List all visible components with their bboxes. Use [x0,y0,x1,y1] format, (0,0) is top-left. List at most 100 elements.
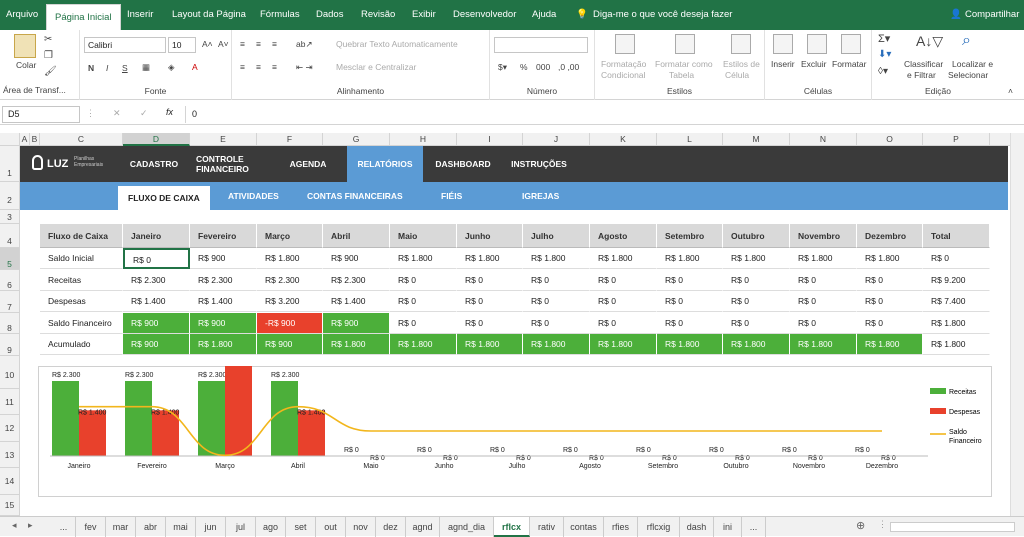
table-cell[interactable]: R$ 1.800 [190,334,257,355]
find-select-label-1[interactable]: Localizar e [952,59,994,69]
row-header[interactable]: 2 [0,182,20,210]
bold-button[interactable]: N [88,63,95,73]
copy-icon[interactable]: ❐ [44,50,53,61]
nav-controle-financeiro[interactable]: CONTROLE FINANCEIRO [196,154,249,174]
table-cell[interactable]: R$ 0 [390,291,457,312]
menu-tab-inserir[interactable]: Inserir [127,9,154,20]
sheet-tab[interactable]: jun [196,517,226,537]
table-cell[interactable]: R$ 1.800 [390,334,457,355]
delete-cells-button[interactable]: Excluir [801,59,827,69]
sheet-tab[interactable]: fev [76,517,106,537]
column-header[interactable]: H [390,133,457,146]
table-cell[interactable]: R$ 900 [123,313,190,334]
table-cell[interactable]: R$ 2.300 [190,270,257,291]
share-button[interactable]: Compartilhar [965,9,1020,20]
sheet-tab[interactable]: rativ [530,517,564,537]
table-header-cell[interactable]: Fevereiro [190,224,257,248]
sheet-tab[interactable]: ago [256,517,286,537]
merge-center-button[interactable]: Mesclar e Centralizar [336,62,417,72]
column-header[interactable]: O [857,133,923,146]
menu-tab-exibir[interactable]: Exibir [412,9,436,20]
table-cell[interactable]: R$ 2.300 [123,270,190,291]
sheet-tab[interactable]: nov [346,517,376,537]
table-cell[interactable]: R$ 900 [257,334,323,355]
table-cell[interactable]: R$ 1.400 [323,291,390,312]
table-cell[interactable]: R$ 1.800 [857,334,923,355]
align-top-icon[interactable]: ≡ [240,39,245,49]
sort-filter-label-1[interactable]: Classificar [904,59,944,69]
subnav-contas-financeiras[interactable]: CONTAS FINANCEIRAS [307,191,403,201]
table-cell[interactable]: R$ 1.800 [457,248,523,269]
conditional-format-label-1[interactable]: Formatação [601,59,647,69]
table-cell[interactable]: R$ 1.800 [323,334,390,355]
collapse-ribbon-icon[interactable]: ˄ [1008,86,1013,96]
font-color-icon[interactable]: A [192,62,198,72]
cell-styles-label-2[interactable]: Célula [725,70,750,80]
table-cell[interactable]: R$ 0 [723,313,790,334]
active-cell[interactable]: R$ 0 [123,248,190,269]
menu-tab-layout[interactable]: Layout da Página [172,9,246,20]
name-box-dropdown-icon[interactable]: ⋮ [86,108,95,118]
table-cell[interactable]: R$ 0 [790,291,857,312]
table-cell[interactable]: R$ 0 [457,313,523,334]
table-cell[interactable]: R$ 900 [190,248,257,269]
sheet-tab[interactable]: agnd_dia [440,517,494,537]
row-header[interactable]: 4 [0,224,20,248]
table-cell[interactable]: R$ 1.400 [190,291,257,312]
sheet-tab[interactable]: contas [564,517,604,537]
table-cell[interactable]: R$ 0 [857,270,923,291]
table-cell[interactable]: R$ 3.200 [257,291,323,312]
table-cell[interactable]: R$ 1.800 [857,248,923,269]
cell-styles-icon[interactable] [731,34,751,54]
autosum-icon[interactable]: Σ▾ [878,33,891,45]
sheet-tab[interactable]: abr [136,517,166,537]
table-cell[interactable]: R$ 0 [657,270,723,291]
table-cell[interactable]: R$ 1.800 [257,248,323,269]
table-cell[interactable]: R$ 0 [590,291,657,312]
table-cell[interactable]: R$ 0 [390,270,457,291]
table-cell[interactable]: R$ 1.800 [790,334,857,355]
table-header-cell[interactable]: Agosto [590,224,657,248]
column-header[interactable]: G [323,133,390,146]
table-cell[interactable]: R$ 900 [323,313,390,334]
table-cell[interactable]: R$ 0 [523,291,590,312]
format-cells-button[interactable]: Formatar [832,59,867,69]
subnav-igrejas[interactable]: IGREJAS [522,191,560,201]
row-header[interactable]: 9 [0,334,20,356]
sheet-tab[interactable]: ... [52,517,76,537]
table-cell[interactable]: R$ 2.300 [323,270,390,291]
next-sheet-icon[interactable]: ▸ [28,520,33,530]
row-label-cell[interactable]: Saldo Financeiro [40,313,123,334]
delete-cells-icon[interactable] [807,34,827,54]
sheet-tab[interactable]: mai [166,517,196,537]
table-header-cell[interactable]: Abril [323,224,390,248]
row-header-selected[interactable]: 5 [0,248,20,270]
italic-button[interactable]: I [106,63,109,73]
menu-tab-arquivo[interactable]: Arquivo [6,9,39,20]
format-table-label-1[interactable]: Formatar como [655,59,713,69]
column-header[interactable]: L [657,133,723,146]
table-cell[interactable]: R$ 0 [390,313,457,334]
sort-filter-label-2[interactable]: e Filtrar [907,70,936,80]
row-header[interactable]: 8 [0,313,20,334]
subnav-fieis[interactable]: FIÉIS [441,191,463,201]
column-header[interactable]: F [257,133,323,146]
table-header-cell[interactable]: Novembro [790,224,857,248]
sheet-tab[interactable]: dez [376,517,406,537]
column-header-selected[interactable]: D [123,133,190,146]
wrap-text-button[interactable]: Quebrar Texto Automaticamente [336,39,458,49]
tell-me-search[interactable]: Diga-me o que você deseja fazer [593,9,733,20]
menu-tab-desenvolvedor[interactable]: Desenvolvedor [453,9,517,20]
table-cell[interactable]: R$ 0 [790,270,857,291]
table-cell[interactable]: R$ 0 [857,313,923,334]
table-cell[interactable]: R$ 1.800 [657,334,723,355]
decimal-icon[interactable]: ,0 ,00 [558,62,580,72]
table-cell[interactable]: R$ 7.400 [923,291,990,312]
select-all-corner[interactable] [0,133,20,146]
insert-function-icon[interactable]: fx [166,107,174,117]
align-left-icon[interactable]: ≡ [240,62,245,72]
enter-icon[interactable]: ✓ [140,108,148,118]
horizontal-scrollbar[interactable] [890,522,1015,532]
column-header[interactable]: P [923,133,990,146]
table-cell[interactable]: R$ 1.800 [390,248,457,269]
